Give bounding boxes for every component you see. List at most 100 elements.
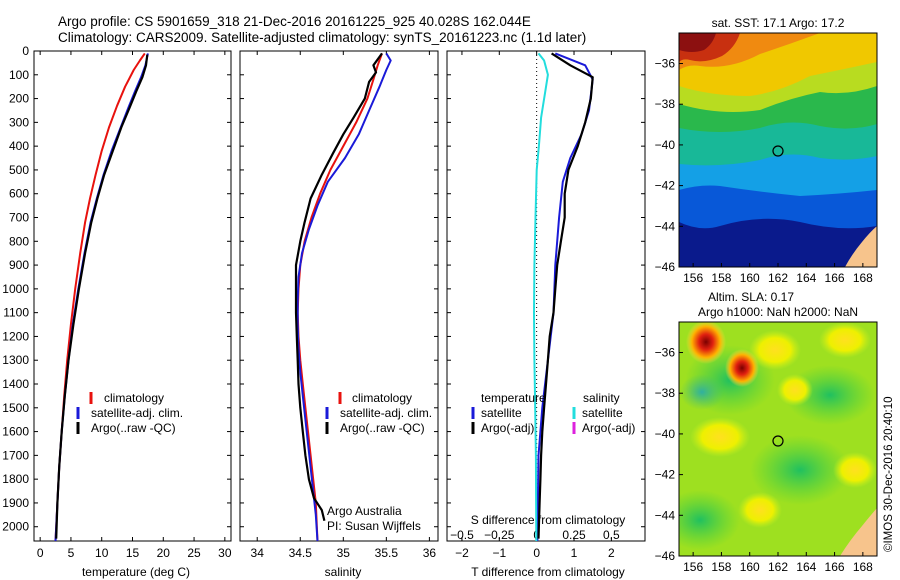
depth-tick-label: 300 (9, 115, 29, 129)
sst-map-axes: 156 158 160 162 164 166 168 −36 −38 −40 −42 −44 −46 (655, 57, 874, 285)
sst-land (845, 226, 877, 267)
temperature-xlabel: temperature (deg C) (82, 565, 190, 579)
map-y-tick-label: −36 (655, 57, 676, 71)
series-line-climatology (54, 52, 146, 542)
salinity-panel: 34 34.5 35 35.5 36 (239, 50, 439, 560)
difference-legend: temperature satellite Argo(-adj) salinit… (471, 391, 635, 435)
map-y-tick-label: −44 (655, 219, 676, 233)
x-tick-label: 5 (68, 546, 75, 560)
map-x-tick-label: 162 (768, 560, 788, 574)
sla-blob (738, 492, 782, 528)
legend-label: satellite-adj. clim. (340, 406, 432, 420)
legend-label: climatology (352, 391, 412, 405)
series-line-temperature-argo-adj- (537, 52, 594, 539)
depth-tick-label: 700 (9, 211, 29, 225)
depth-tick-label: 2000 (2, 520, 29, 534)
depth-tick-labels: 0 100 200 300 400 500 600 700 800 900 1000 1100 1200… (2, 44, 29, 534)
map-x-tick-label: 164 (796, 271, 816, 285)
depth-tick-label: 800 (9, 234, 29, 248)
temperature-legend: climatology satellite-adj. clim. Argo(..… (76, 391, 183, 435)
map-x-tick-label: 158 (711, 271, 731, 285)
depth-tick-label: 1000 (2, 282, 29, 296)
sla-blob (690, 417, 750, 457)
map-x-tick-label: 160 (740, 271, 760, 285)
legend-title-temperature: temperature (481, 391, 546, 405)
x-tick-label: −2 (455, 546, 469, 560)
depth-tick-label: 1300 (2, 353, 29, 367)
depth-tick-label: 1200 (2, 329, 29, 343)
legend-label: Argo(-adj) (481, 421, 534, 435)
plot-frame (239, 50, 439, 542)
sst-heatmap (679, 33, 877, 267)
sla-map-subtitle: Argo h1000: NaN h2000: NaN (698, 305, 858, 319)
difference-xlabel: T difference from climatology (471, 565, 625, 579)
map-x-tick-label: 166 (825, 271, 845, 285)
x-tick-label: 1 (571, 546, 578, 560)
sst-band (679, 33, 716, 52)
series-line-satellite-adj-clim- (54, 53, 149, 542)
depth-tick-label: 100 (9, 68, 29, 82)
sla-blob (686, 322, 726, 364)
legend-label: Argo(-adj) (582, 421, 635, 435)
difference-top-xlabel: S difference from climatology (471, 513, 626, 527)
series-line-argo-raw-qc- (55, 54, 149, 539)
map-y-tick-label: −38 (655, 97, 676, 111)
map-x-tick-label: 168 (853, 271, 873, 285)
legend-label: satellite-adj. clim. (91, 406, 183, 420)
sla-argo-marker (772, 435, 784, 447)
temperature-panel: 0 5 10 15 20 25 30 (33, 50, 232, 560)
x-tick-label: 30 (218, 546, 232, 560)
sla-blob (777, 374, 813, 406)
map-y-tick-label: −42 (655, 468, 676, 482)
map-x-tick-label: 162 (768, 271, 788, 285)
top-x-tick-label: 0.25 (562, 528, 586, 542)
sla-blob (679, 490, 740, 550)
legend-label: climatology (104, 391, 164, 405)
map-y-tick-label: −40 (655, 138, 676, 152)
sst-argo-marker (772, 145, 784, 157)
map-x-tick-label: 160 (740, 560, 760, 574)
top-x-tick-label: −0.5 (450, 528, 474, 542)
map-y-tick-label: −40 (655, 427, 676, 441)
map-x-tick-label: 156 (683, 560, 703, 574)
plot-frame (446, 50, 646, 542)
depth-tick-label: 1400 (2, 377, 29, 391)
map-x-tick-label: 166 (825, 560, 845, 574)
series-line-argo-raw-qc- (294, 52, 383, 522)
legend-label: Argo(..raw -QC) (340, 421, 425, 435)
footer-credit: ©IMOS 30-Dec-2016 20:40:10 (883, 396, 895, 552)
sla-blob (750, 435, 850, 505)
legend-title-salinity: salinity (583, 391, 620, 405)
map-y-tick-label: −46 (655, 260, 676, 274)
difference-panel: −2 −1 0 1 2−0.5 −0.25 0 0.25 0.5 (446, 50, 646, 560)
map-x-tick-label: 158 (711, 560, 731, 574)
x-tick-label: 0 (533, 546, 540, 560)
series-line-satellite-adj-clim- (296, 52, 392, 542)
depth-tick-label: 400 (9, 139, 29, 153)
depth-tick-label: 1900 (2, 496, 29, 510)
top-x-tick-label: −0.25 (484, 528, 515, 542)
x-tick-label: 36 (423, 546, 437, 560)
map-x-tick-label: 156 (683, 271, 703, 285)
depth-tick-label: 1800 (2, 472, 29, 486)
depth-tick-label: 900 (9, 258, 29, 272)
depth-tick-label: 0 (22, 44, 29, 58)
legend-label: satellite (582, 406, 623, 420)
header-line-2: Climatology: CARS2009. Satellite-adjuste… (58, 30, 586, 45)
sla-blob (725, 349, 759, 387)
x-tick-label: 2 (608, 546, 615, 560)
x-tick-label: 20 (157, 546, 171, 560)
sla-blob (680, 374, 724, 410)
x-tick-label: 34 (251, 546, 265, 560)
sla-land (840, 508, 877, 556)
salinity-legend: climatology satellite-adj. clim. Argo(..… (325, 391, 432, 435)
sla-blob (819, 322, 871, 358)
depth-tick-label: 1100 (3, 306, 29, 320)
salinity-xlabel: salinity (325, 565, 362, 579)
depth-tick-label: 500 (9, 163, 29, 177)
map-y-tick-label: −44 (655, 508, 676, 522)
x-tick-label: −1 (492, 546, 506, 560)
x-tick-label: 15 (126, 546, 140, 560)
sla-blob (749, 330, 801, 370)
